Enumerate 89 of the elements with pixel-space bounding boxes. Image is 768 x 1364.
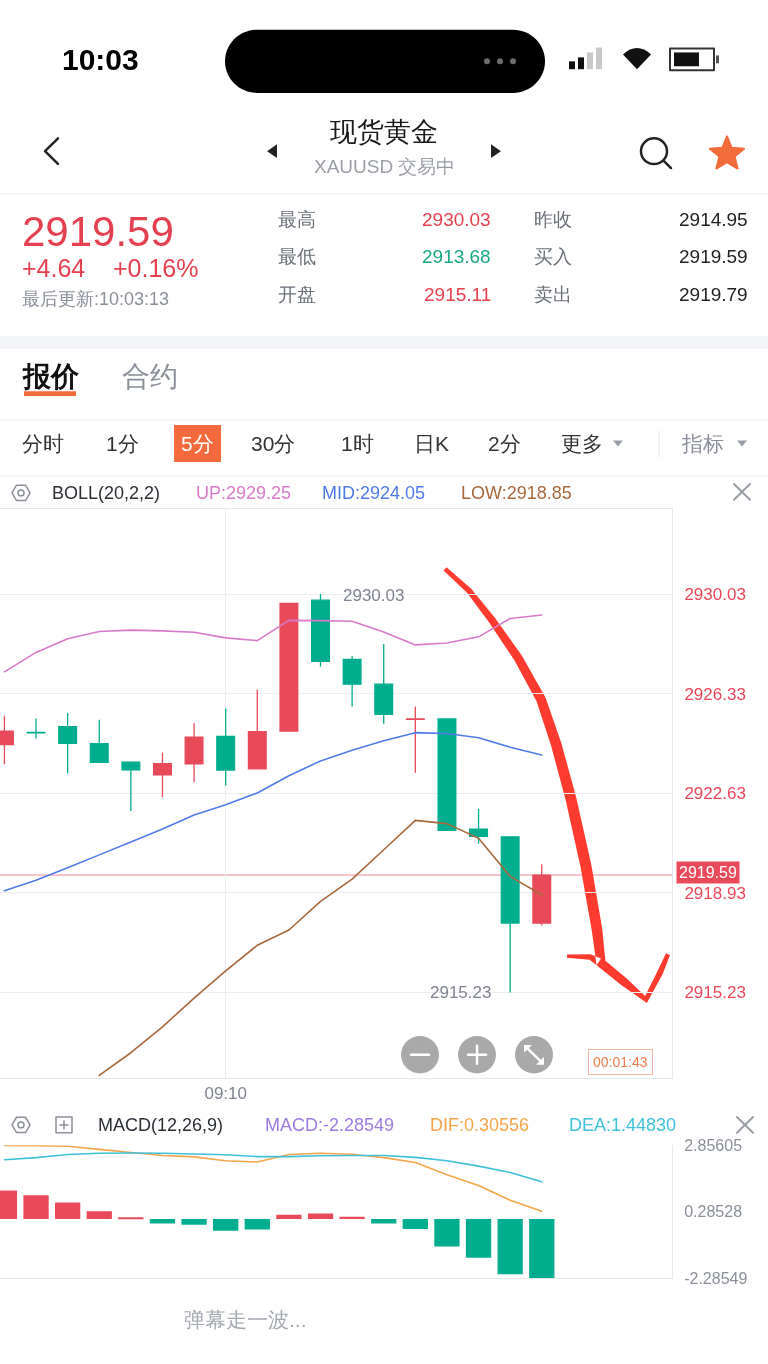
candlestick: [405, 705, 425, 774]
bar: [118, 1217, 144, 1220]
text: 1时: [341, 432, 374, 455]
candlestick: [216, 707, 236, 787]
chart-subtitle: XAUUSD 交易中: [314, 156, 456, 177]
text: 10:03: [62, 43, 139, 76]
candlestick: [311, 593, 331, 668]
y-tick-label: 2918.93: [684, 883, 746, 903]
bar: [244, 1219, 270, 1230]
candlestick: [89, 719, 109, 764]
text: 分时: [22, 432, 64, 455]
y-tick-label: 0.28528: [684, 1203, 743, 1221]
line-series: [3, 1152, 543, 1183]
text: 弹幕走一波...: [184, 1308, 307, 1331]
text: 1分: [106, 432, 139, 455]
y-tick-label: 2922.63: [684, 784, 746, 804]
text: MACD:-2.28549: [265, 1115, 395, 1135]
candlestick: [374, 643, 394, 725]
candlestick: [58, 712, 78, 775]
candlestick: [500, 835, 520, 994]
candlestick: [184, 722, 204, 783]
line-series: [3, 614, 543, 673]
text: DEA:1.44830: [569, 1115, 677, 1135]
bar: [529, 1219, 555, 1278]
y-tick-label: 2930.03: [684, 584, 746, 604]
candlestick: [342, 655, 362, 708]
y-tick-label: 2926.33: [684, 684, 746, 704]
text: 卖出: [534, 284, 572, 305]
text: 昨收: [534, 209, 572, 230]
text: 2915.11: [424, 284, 492, 305]
bar: [181, 1219, 207, 1225]
text: MID:2924.05: [322, 483, 426, 503]
text: 报价: [22, 361, 80, 392]
text: 最后更新:10:03:13: [22, 289, 170, 309]
bar: [402, 1219, 428, 1230]
text: 最高: [278, 209, 316, 230]
candlestick: [469, 808, 489, 845]
chart-title: 现货黄金: [330, 117, 438, 148]
y-tick-label: 2.85605: [684, 1136, 743, 1154]
bar: [276, 1214, 302, 1220]
text: 2分: [488, 432, 521, 455]
text: 开盘: [278, 284, 316, 305]
text: 2919.59: [22, 208, 174, 255]
text: 30分: [251, 432, 296, 455]
line-series: [3, 731, 543, 892]
legend-title: BOLL(20,2,2): [52, 483, 161, 503]
text: 2930.03: [422, 209, 491, 230]
text: +4.64: [22, 254, 86, 282]
candlestick: [121, 761, 141, 812]
annotation: 2930.03: [343, 586, 405, 605]
candlestick: [279, 602, 299, 733]
ref-line-label: 2919.59: [679, 864, 737, 881]
text: 指标: [681, 432, 724, 455]
bar: [497, 1219, 523, 1275]
bar: [307, 1213, 334, 1220]
bar: [213, 1219, 239, 1231]
bar: [149, 1219, 176, 1224]
text: +0.16%: [113, 254, 199, 282]
text: 合约: [122, 361, 178, 392]
y-tick-label: -2.28549: [684, 1269, 748, 1287]
text: 2919.59: [679, 246, 748, 267]
text: 日K: [414, 432, 450, 455]
bar: [23, 1195, 49, 1220]
text: UP:2929.25: [196, 483, 292, 503]
text: 2919.79: [679, 284, 748, 305]
series-label: DIF:0.30556: [430, 1115, 530, 1135]
text: 2914.95: [679, 209, 748, 230]
annotation: 2915.23: [430, 983, 492, 1002]
text: LOW:2918.85: [461, 483, 572, 503]
bar: [465, 1219, 492, 1258]
text: 买入: [534, 246, 572, 267]
text: 00:01:43: [593, 1054, 648, 1070]
y-tick-label: 2915.23: [684, 983, 746, 1003]
text: 更多: [561, 432, 603, 455]
candlestick: [26, 717, 46, 740]
legend-title: MACD(12,26,9): [98, 1115, 224, 1135]
x-tick-label: 09:10: [204, 1083, 247, 1103]
text: 最低: [278, 246, 316, 267]
bar: [55, 1202, 81, 1220]
bar: [371, 1219, 397, 1224]
text: 2913.68: [422, 246, 491, 267]
candlestick: [152, 751, 172, 798]
candlestick: [247, 688, 267, 770]
line-series: [98, 819, 543, 1077]
candlestick: [532, 863, 552, 927]
candlestick: [437, 718, 457, 832]
bar: [434, 1219, 460, 1247]
text: 5分: [181, 432, 214, 455]
bar: [86, 1211, 112, 1220]
